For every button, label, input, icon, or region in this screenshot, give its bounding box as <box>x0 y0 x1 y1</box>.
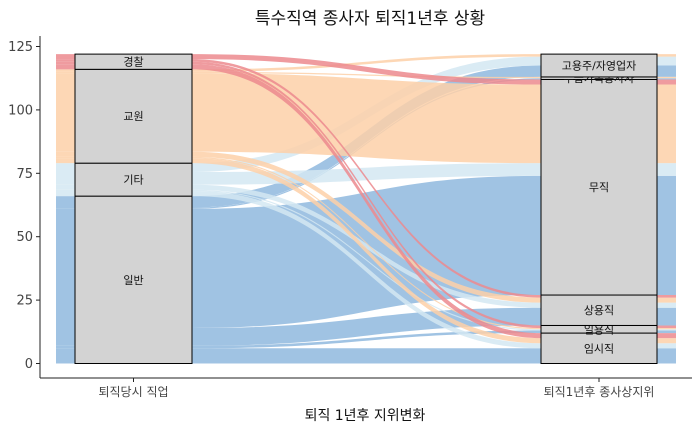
flow-기타-무직 <box>56 163 676 185</box>
left-stratum-label: 일반 <box>123 273 143 287</box>
chart-title: 특수직역 종사자 퇴직1년후 상황 <box>255 9 485 29</box>
flow-교원-고용주/자영업자 <box>56 54 676 72</box>
left-stratum-box <box>74 68 193 164</box>
flow-경찰-일용직 <box>56 61 676 328</box>
flow-일반-상용직 <box>56 307 676 346</box>
right-stratum-label: 무직 <box>589 181 609 194</box>
flow-일반-일용직 <box>56 330 676 349</box>
right-stratum-box <box>540 78 658 296</box>
flows-layer <box>56 54 676 364</box>
axis-layer: 0 25 50 75 100 125 퇴직당시 직업 퇴직1년후 종사상지위 <box>8 36 692 399</box>
right-stratum-box <box>540 294 658 326</box>
x-tick-label: 퇴직당시 직업 <box>98 385 168 399</box>
left-stratum-box <box>74 53 193 70</box>
flow-일반-임시직 <box>56 348 676 364</box>
y-tick-label: 100 <box>8 103 33 118</box>
flow-교원-일용직 <box>56 156 676 330</box>
flow-경찰-임시직 <box>56 64 676 339</box>
flow-기타-임시직 <box>56 191 676 349</box>
y-tick-label: 50 <box>16 230 33 245</box>
right-stratum-label: 임시직 <box>584 342 614 355</box>
left-stratum-label: 기타 <box>123 174 143 187</box>
y-tick-label: 75 <box>16 167 33 182</box>
y-tick-label: 25 <box>16 294 33 309</box>
flow-교원-무직 <box>56 73 676 164</box>
left-stratum-label: 교원 <box>123 110 143 123</box>
flow-기타-일용직 <box>56 189 676 331</box>
left-stratum-label: 경찰 <box>123 56 143 69</box>
flow-기타-상용직 <box>56 184 676 308</box>
flow-교원-무급가족종사자 <box>56 71 676 79</box>
x-tick-label: 퇴직1년후 종사상지위 <box>544 385 655 399</box>
flow-교원-상용직 <box>56 151 676 303</box>
left-stratum-box <box>74 195 193 364</box>
right-stratum-label: 고용주/자영업자 <box>562 60 637 73</box>
x-axis-title: 퇴직 1년후 지위변화 <box>305 408 426 424</box>
y-tick-label: 125 <box>8 40 33 55</box>
flow-교원-임시직 <box>56 158 676 344</box>
right-stratum-box <box>540 53 658 78</box>
y-tick-label: 0 <box>25 357 33 372</box>
flow-경찰-무직 <box>56 54 676 85</box>
left-stratum-box <box>74 162 193 197</box>
flow-경찰-상용직 <box>56 59 676 298</box>
right-stratum-label: 상용직 <box>584 304 614 317</box>
